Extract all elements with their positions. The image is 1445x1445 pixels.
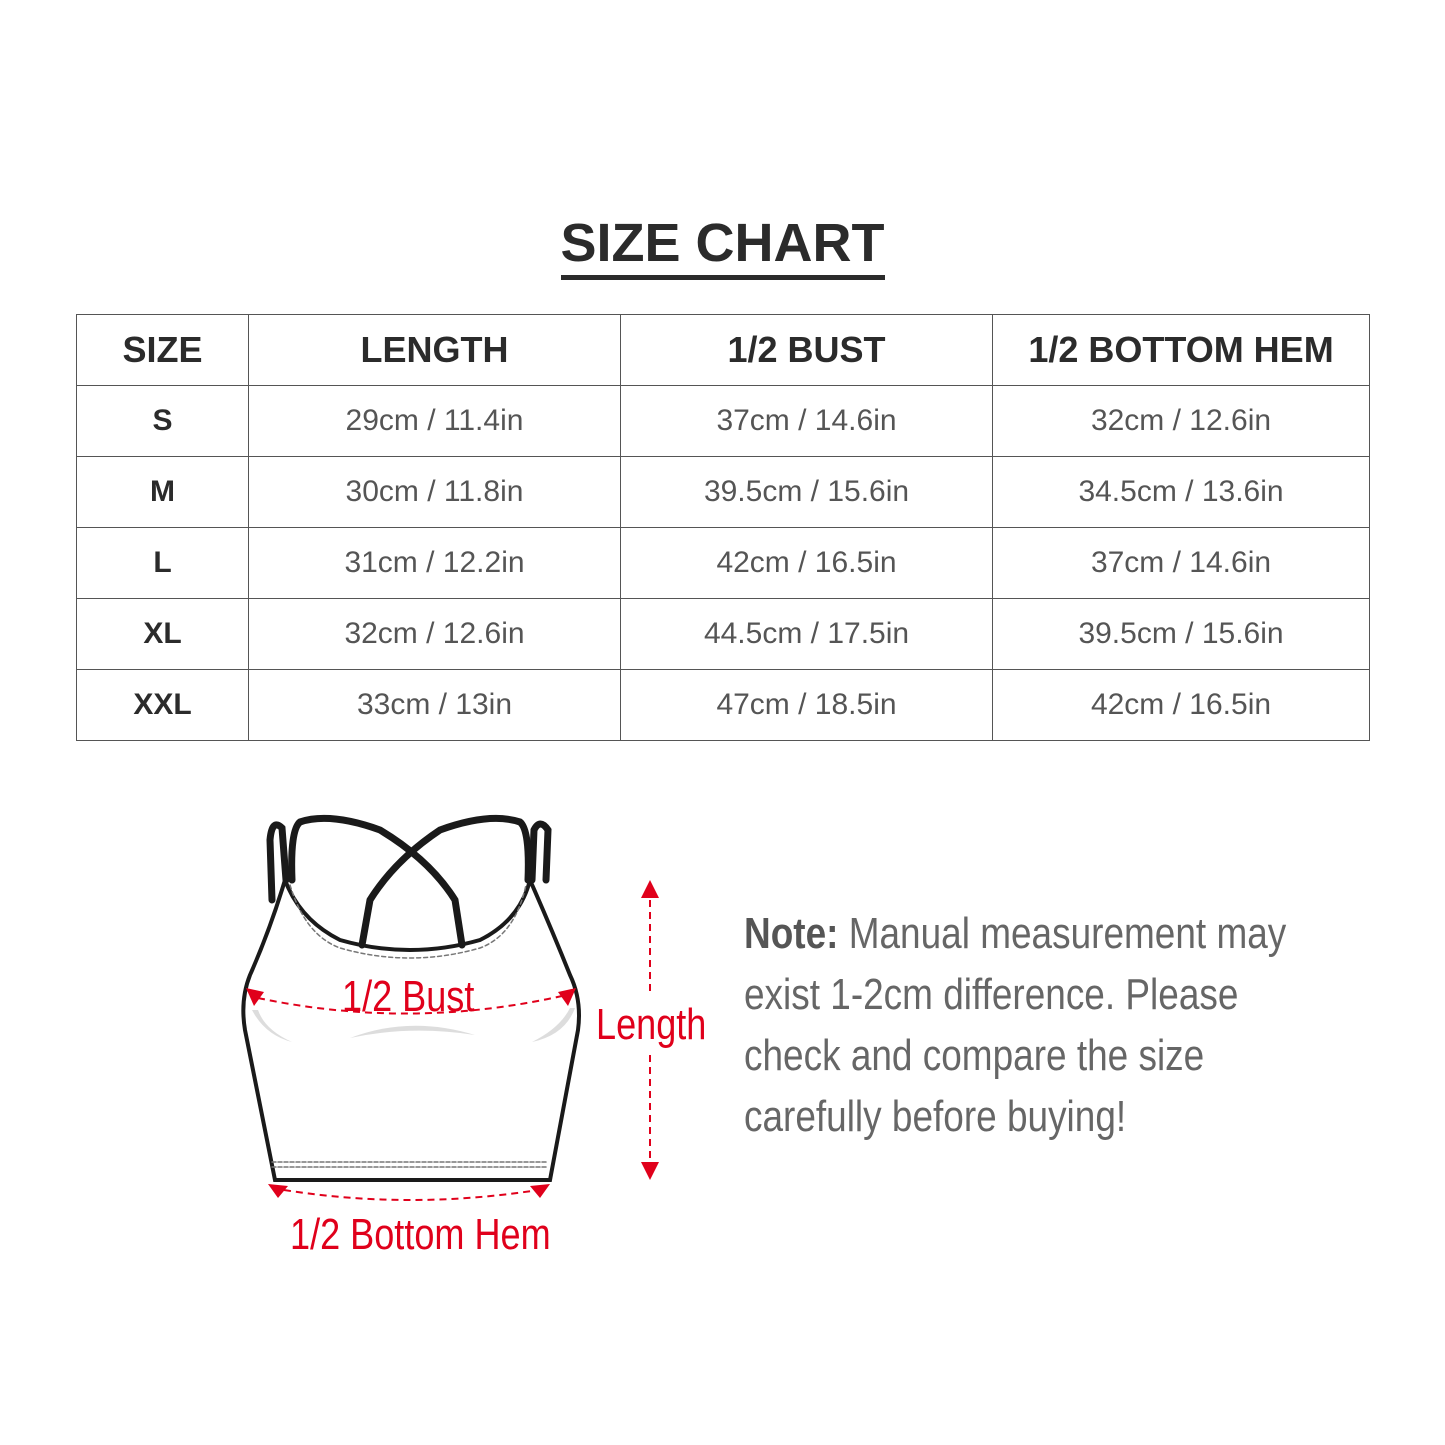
length-up-arrow-icon (641, 880, 659, 898)
size-cell: L (76, 527, 249, 599)
table-row: L 31cm / 12.2in 42cm / 16.5in 37cm / 14.6in (76, 527, 1370, 599)
bust-cell: 42cm / 16.5in (620, 527, 993, 599)
bust-label: 1/2 Bust (342, 972, 475, 1021)
bust-cell: 47cm / 18.5in (620, 669, 993, 741)
length-cell: 32cm / 12.6in (248, 598, 621, 670)
length-cell: 29cm / 11.4in (248, 385, 621, 457)
length-label: Length (596, 1000, 707, 1049)
length-down-arrow-icon (641, 1162, 659, 1180)
bottom-hem-cell: 32cm / 12.6in (992, 385, 1370, 457)
bottom-hem-cell: 37cm / 14.6in (992, 527, 1370, 599)
length-cell: 30cm / 11.8in (248, 456, 621, 528)
bottom-hem-label: 1/2 Bottom Hem (290, 1210, 551, 1259)
table-header-row: SIZE LENGTH 1/2 BUST 1/2 BOTTOM HEM (76, 314, 1370, 386)
page-title: SIZE CHART (0, 212, 1445, 280)
length-cell: 31cm / 12.2in (248, 527, 621, 599)
measurement-arrows (246, 880, 659, 1198)
header-size: SIZE (76, 314, 249, 386)
table-row: S 29cm / 11.4in 37cm / 14.6in 32cm / 12.6in (76, 385, 1370, 457)
bust-cell: 44.5cm / 17.5in (620, 598, 993, 670)
note-label: Note: (744, 909, 839, 958)
header-bust: 1/2 BUST (620, 314, 993, 386)
measurement-lines (257, 900, 651, 1201)
size-table: SIZE LENGTH 1/2 BUST 1/2 BOTTOM HEM S 29c… (76, 314, 1370, 741)
length-cell: 33cm / 13in (248, 669, 621, 741)
hem-right-arrow-icon (530, 1184, 550, 1198)
header-bottom-hem: 1/2 BOTTOM HEM (992, 314, 1370, 386)
size-cell: M (76, 456, 249, 528)
bottom-hem-cell: 42cm / 16.5in (992, 669, 1370, 741)
bust-left-arrow-icon (246, 988, 264, 1006)
size-cell: XL (76, 598, 249, 670)
bust-cell: 39.5cm / 15.6in (620, 456, 993, 528)
note-text: Note: Manual measurement may exist 1-2cm… (744, 909, 1287, 1141)
shading (252, 1008, 575, 1042)
hem-left-arrow-icon (268, 1184, 288, 1198)
table-row: XXL 33cm / 13in 47cm / 18.5in 42cm / 16.5in (76, 669, 1370, 741)
garment-outline (241, 814, 581, 1182)
bust-right-arrow-icon (558, 988, 576, 1006)
